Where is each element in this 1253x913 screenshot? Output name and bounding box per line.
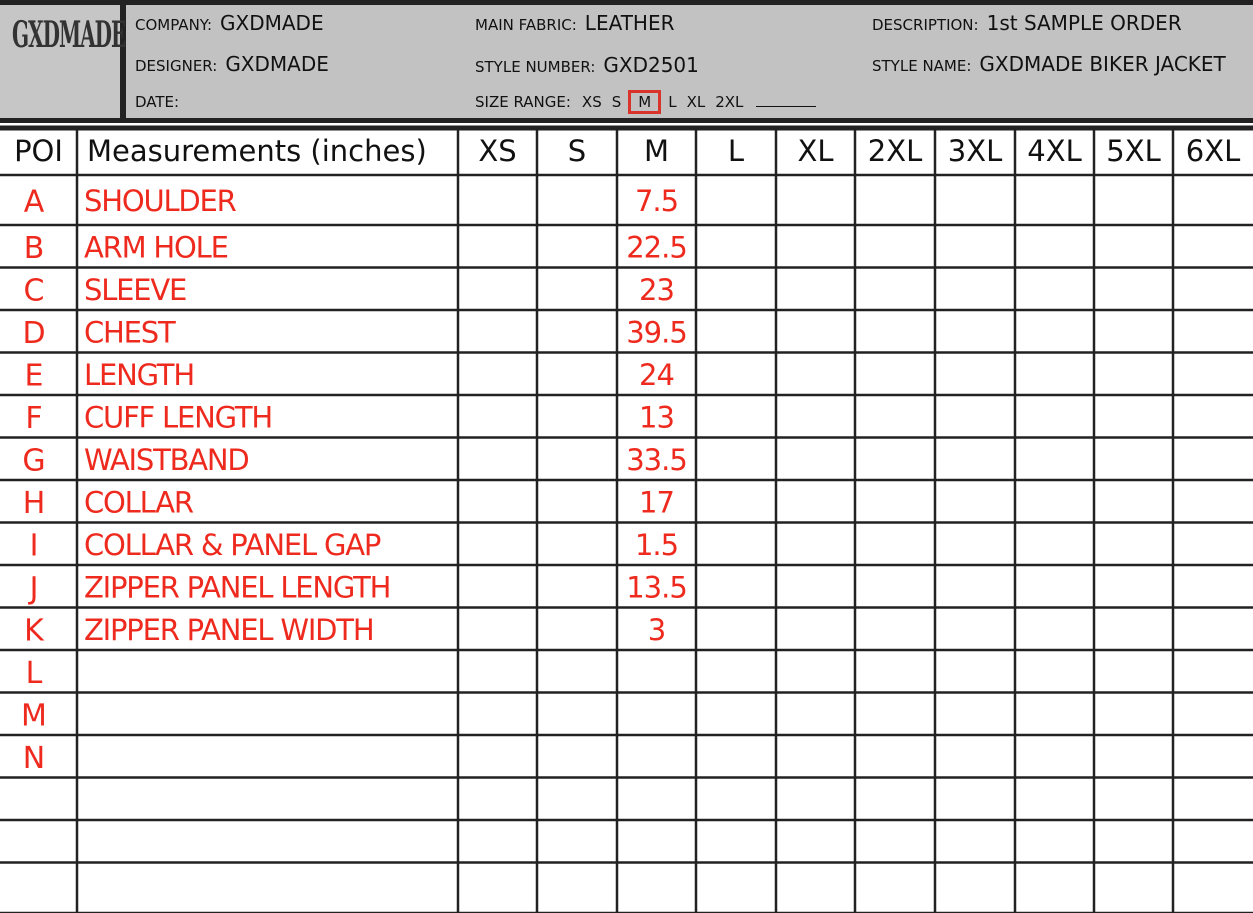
- measurement-value: 24: [639, 358, 674, 392]
- measurement-value: 23: [639, 273, 674, 307]
- poi: I: [30, 528, 39, 563]
- poi: E: [25, 358, 44, 393]
- column-header: S: [568, 134, 586, 168]
- field: STYLE NUMBER: GXD2501: [475, 53, 699, 77]
- poi: B: [24, 231, 45, 266]
- poi: D: [22, 316, 45, 351]
- logo-text: GXDMADE: [12, 13, 126, 57]
- column-header: L: [728, 134, 744, 168]
- poi: G: [22, 443, 45, 478]
- value: GXDMADE: [220, 11, 324, 35]
- size-option: S: [611, 93, 622, 111]
- column-header: 3XL: [948, 134, 1002, 168]
- poi: J: [28, 571, 39, 606]
- blank-line: [756, 106, 817, 107]
- size-option: M: [628, 90, 662, 114]
- field: DESCRIPTION: 1st SAMPLE ORDER: [872, 11, 1182, 35]
- column-header: 4XL: [1027, 134, 1081, 168]
- label: COMPANY:: [135, 16, 213, 34]
- value: GXDMADE: [225, 52, 329, 76]
- field: STYLE NAME: GXDMADE BIKER JACKET: [872, 52, 1226, 76]
- value: GXD2501: [603, 53, 699, 77]
- poi: F: [25, 401, 42, 436]
- header: GXDMADE COMPANY: GXDMADE DESIGNER: GXDMADE…: [0, 0, 1253, 123]
- column-header: XS: [478, 134, 516, 168]
- size-option: XL: [686, 93, 706, 111]
- poi: H: [23, 486, 46, 521]
- value: GXDMADE BIKER JACKET: [979, 52, 1226, 76]
- column-header: M: [644, 134, 669, 168]
- measurement-value: 17: [639, 485, 674, 519]
- label: STYLE NAME:: [872, 57, 972, 75]
- poi: M: [21, 698, 47, 733]
- label: DATE:: [135, 93, 180, 111]
- column-header: POI: [14, 134, 63, 168]
- logo: GXDMADE: [0, 5, 126, 118]
- label: DESIGNER:: [135, 57, 218, 75]
- poi: A: [24, 185, 45, 220]
- measurement-name: WAISTBAND: [84, 443, 249, 477]
- poi: K: [24, 613, 45, 648]
- measurement-name: ZIPPER PANEL WIDTH: [84, 613, 373, 647]
- measurement-value: 7.5: [635, 184, 678, 218]
- column-header: 2XL: [868, 134, 922, 168]
- measurement-value: 33.5: [626, 443, 687, 477]
- measurement-name: SHOULDER: [84, 184, 237, 218]
- poi: L: [26, 656, 43, 691]
- measurement-name: CHEST: [84, 315, 176, 349]
- field: SIZE RANGE: XS S M L XL 2XL: [475, 90, 817, 114]
- measurement-value: 13.5: [626, 570, 687, 604]
- size-option: L: [668, 93, 677, 111]
- measurement-value: 22.5: [626, 230, 687, 264]
- size-option: 2XL: [715, 93, 744, 111]
- value: 1st SAMPLE ORDER: [986, 11, 1182, 35]
- field: COMPANY: GXDMADE: [135, 11, 324, 35]
- measurement-value: 13: [639, 400, 674, 434]
- label: DESCRIPTION:: [872, 16, 979, 34]
- column-header: 5XL: [1106, 134, 1160, 168]
- measurement-name: ZIPPER PANEL LENGTH: [84, 570, 390, 604]
- field: MAIN FABRIC: LEATHER: [475, 11, 675, 35]
- measurement-name: CUFF LENGTH: [84, 400, 272, 434]
- measurement-value: 39.5: [626, 315, 687, 349]
- label: STYLE NUMBER:: [475, 58, 596, 76]
- measurement-name: COLLAR & PANEL GAP: [84, 528, 381, 562]
- size-option: XS: [581, 93, 602, 111]
- measurement-value: 1.5: [635, 528, 678, 562]
- label: MAIN FABRIC:: [475, 16, 577, 34]
- column-header: Measurements (inches): [87, 134, 427, 168]
- measurement-name: ARM HOLE: [84, 230, 228, 264]
- poi: C: [24, 273, 45, 308]
- size-list: XS S M L XL 2XL: [577, 90, 748, 114]
- measurement-value: 3: [648, 613, 665, 647]
- column-header: 6XL: [1186, 134, 1240, 168]
- measurement-name: SLEEVE: [84, 273, 186, 307]
- measurement-name: LENGTH: [84, 358, 194, 392]
- label: SIZE RANGE:: [475, 93, 571, 111]
- value: LEATHER: [584, 11, 675, 35]
- measurement-name: COLLAR: [84, 485, 194, 519]
- field: DATE:: [135, 93, 179, 111]
- poi: N: [23, 741, 45, 776]
- field: DESIGNER: GXDMADE: [135, 52, 329, 76]
- column-header: XL: [797, 134, 833, 168]
